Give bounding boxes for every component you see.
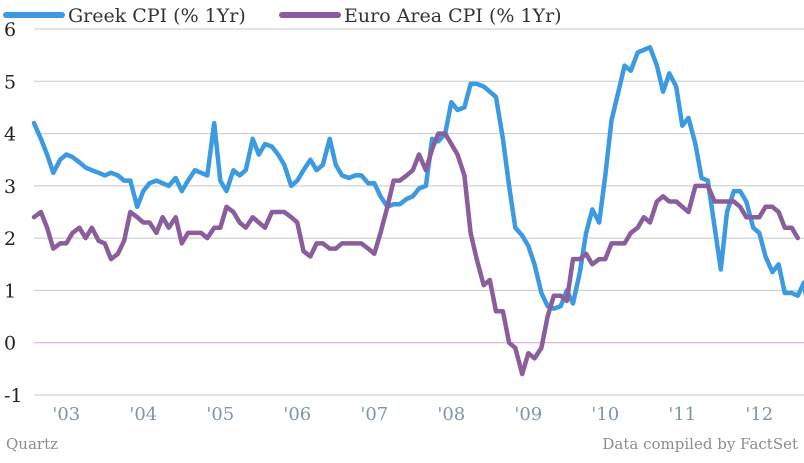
y-axis-ticks: -1 0 1 2 3 4 5 6 bbox=[4, 19, 23, 407]
x-tick-label: '07 bbox=[360, 404, 388, 425]
y-tick-label: 2 bbox=[4, 228, 16, 250]
x-tick-label: '05 bbox=[206, 404, 234, 425]
series-line-greek-cpi bbox=[31, 45, 804, 311]
series-lines bbox=[31, 45, 804, 377]
x-tick-label: '08 bbox=[437, 404, 465, 425]
y-tick-label: 5 bbox=[4, 71, 16, 93]
footer-source-right: Data compiled by FactSet bbox=[602, 435, 798, 453]
x-tick-label: '09 bbox=[514, 404, 542, 425]
x-tick-label: '06 bbox=[283, 404, 311, 425]
y-tick-label: 0 bbox=[4, 333, 16, 355]
x-tick-label: '04 bbox=[129, 404, 157, 425]
gridlines bbox=[34, 28, 804, 396]
series-line-euro-area-cpi bbox=[31, 131, 801, 377]
legend-label: Euro Area CPI (% 1Yr) bbox=[344, 5, 562, 27]
legend: Greek CPI (% 1Yr) Euro Area CPI (% 1Yr) bbox=[3, 5, 562, 27]
x-tick-label: '10 bbox=[591, 404, 619, 425]
y-tick-label: 3 bbox=[4, 176, 16, 198]
legend-label: Greek CPI (% 1Yr) bbox=[68, 5, 246, 27]
x-tick-label: '03 bbox=[52, 404, 80, 425]
footer-source-left: Quartz bbox=[6, 435, 58, 453]
x-tick-label: '12 bbox=[745, 404, 773, 425]
y-tick-label: 6 bbox=[4, 19, 16, 41]
y-tick-label: -1 bbox=[4, 385, 23, 407]
y-tick-label: 4 bbox=[4, 124, 16, 146]
x-tick-label: '11 bbox=[668, 404, 696, 425]
y-tick-label: 1 bbox=[4, 280, 16, 302]
x-axis-ticks: '03 '04 '05 '06 '07 '08 '09 '10 '11 '12 bbox=[52, 404, 773, 425]
